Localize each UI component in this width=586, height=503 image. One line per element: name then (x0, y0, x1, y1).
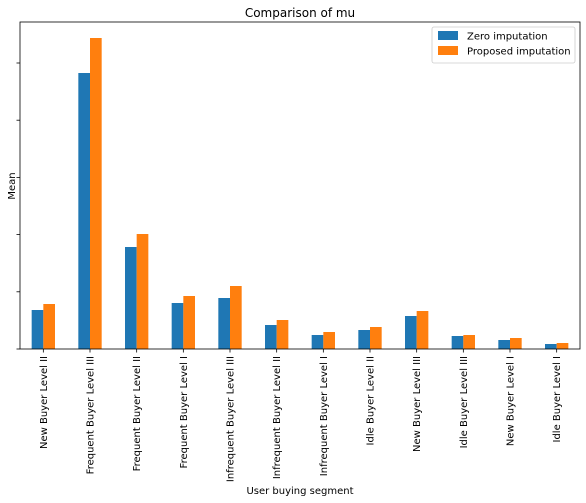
bar-zero-0 (31, 310, 44, 349)
x-ticks-group: New Buyer Level II Frequent Buyer Level I… (39, 349, 563, 482)
x-tick-label-9: Idle Buyer Level III (459, 356, 470, 448)
x-tick-label-7: Idle Buyer Level II (366, 356, 377, 445)
bar-proposed-6 (323, 332, 335, 349)
bar-proposed-4 (230, 286, 242, 349)
legend-frame (431, 26, 576, 64)
bar-zero-4 (218, 298, 230, 349)
x-tick-label-1: Frequent Buyer Level III (86, 356, 97, 474)
bar-zero-1 (78, 73, 90, 349)
bar-proposed-5 (276, 320, 289, 349)
legend-label-proposed: Proposed imputation (467, 47, 571, 58)
bar-proposed-1 (90, 38, 102, 349)
legend-swatch-zero (438, 31, 458, 40)
y-axis-label: Mean (7, 172, 18, 199)
legend-swatch-proposed (438, 46, 458, 55)
bar-proposed-0 (43, 304, 55, 349)
x-tick-label-4: Infrequent Buyer Level III (226, 356, 237, 482)
legend: Zero imputation Proposed imputation (431, 26, 576, 64)
bar-proposed-10 (510, 338, 522, 349)
x-tick-label-11: Idle Buyer Level I (552, 356, 563, 443)
chart-title: Comparison of mu (245, 6, 355, 20)
plot-frame (19, 21, 581, 350)
bars-group (31, 38, 569, 349)
x-tick-label-5: Infrequent Buyer Level II (272, 356, 283, 479)
bar-zero-6 (311, 335, 324, 349)
x-tick-label-6: Infrequent Buyer Level I (319, 356, 330, 476)
bar-proposed-7 (370, 327, 382, 349)
x-tick-label-10: New Buyer Level I (506, 356, 517, 446)
bar-proposed-11 (556, 343, 569, 349)
x-tick-label-3: Frequent Buyer Level I (179, 356, 190, 468)
bar-zero-10 (498, 340, 510, 349)
legend-label-zero: Zero imputation (467, 32, 548, 43)
bar-zero-2 (125, 247, 137, 349)
bar-zero-5 (265, 325, 277, 349)
bar-proposed-9 (463, 335, 475, 349)
bar-zero-11 (545, 344, 557, 349)
bar-proposed-3 (183, 296, 195, 349)
bar-proposed-8 (416, 311, 429, 349)
bar-proposed-2 (136, 234, 149, 349)
x-tick-label-8: New Buyer Level III (412, 356, 423, 452)
x-tick-label-0: New Buyer Level II (39, 356, 50, 449)
bar-zero-8 (405, 316, 417, 349)
y-ticks-group (16, 62, 20, 350)
bar-zero-3 (171, 303, 184, 349)
bar-zero-9 (451, 336, 464, 349)
x-axis-label: User buying segment (246, 486, 353, 497)
x-tick-label-2: Frequent Buyer Level II (132, 356, 143, 471)
bar-zero-7 (358, 330, 370, 349)
